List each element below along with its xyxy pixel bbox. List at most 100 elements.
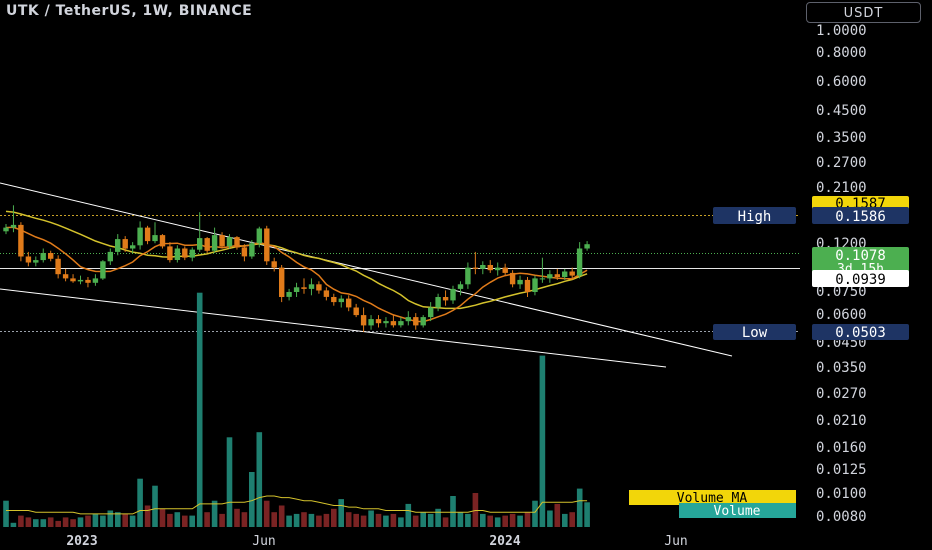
candle-body	[137, 227, 143, 246]
last-price-bg	[812, 247, 909, 276]
candle-body	[532, 278, 538, 292]
candle	[368, 315, 374, 330]
candle-body	[450, 288, 456, 301]
candle	[48, 250, 54, 262]
candle-body	[576, 248, 583, 276]
volume-bar	[47, 517, 54, 527]
candle-body	[219, 235, 225, 247]
volume-bar	[412, 515, 419, 527]
candle-body	[323, 290, 330, 297]
candle	[137, 221, 143, 250]
volume-bar	[25, 517, 32, 527]
volume-legend: Volume	[679, 503, 796, 519]
price-gridlines	[0, 215, 800, 332]
candle	[517, 275, 523, 289]
volume-bar	[85, 515, 91, 527]
candle-body	[517, 279, 523, 285]
symbol-title[interactable]: UTK / TetherUS, 1W, BINANCE	[6, 3, 253, 19]
candle	[584, 241, 590, 251]
volume-bar	[107, 510, 114, 527]
candle	[375, 315, 382, 328]
volume-ma-legend-bg	[629, 490, 796, 505]
candle-body	[346, 298, 352, 308]
candle-body	[554, 274, 560, 277]
candle-body	[77, 279, 84, 282]
candle	[279, 265, 285, 303]
candle	[338, 295, 344, 308]
candle-body	[85, 279, 91, 283]
candle-body	[264, 228, 270, 262]
price-tick-label: 0.0750	[816, 284, 867, 300]
volume-bar	[249, 472, 255, 527]
candle-body	[92, 278, 99, 283]
candle-body	[25, 256, 32, 263]
candle-body	[107, 251, 113, 262]
candle-body	[204, 238, 210, 251]
candle	[465, 262, 471, 289]
volume-bar	[562, 513, 568, 527]
candle-body	[457, 284, 464, 289]
high-value-label-bg	[812, 207, 909, 224]
candle	[405, 311, 411, 326]
candle-body	[584, 244, 590, 249]
price-tick-label: 0.8000	[816, 45, 867, 61]
volume-bar	[383, 515, 389, 527]
candle	[495, 262, 501, 276]
candle-body	[40, 253, 46, 261]
ma-fast-line	[5, 226, 588, 323]
volume-bar	[211, 500, 218, 527]
candle-body	[413, 317, 419, 326]
candle	[480, 261, 486, 275]
high-value-label-text: 0.1586	[835, 209, 886, 225]
volume-bar	[137, 478, 143, 527]
volume-bar	[390, 513, 397, 527]
candle	[234, 236, 240, 250]
candle	[152, 222, 158, 244]
candle	[107, 248, 113, 265]
volume-bar	[3, 500, 9, 527]
time-tick-label: Jun	[252, 534, 275, 549]
candle	[211, 227, 218, 253]
currency-button[interactable]: USDT	[806, 2, 921, 23]
volume-bar	[368, 510, 374, 527]
volume-bar	[234, 508, 240, 527]
candle	[18, 222, 24, 262]
candle-body	[115, 239, 121, 252]
candle-body	[167, 246, 173, 261]
volume-legend-text: Volume	[714, 504, 761, 519]
candle-body	[480, 265, 486, 269]
candle	[316, 281, 322, 294]
candle-body	[159, 235, 166, 247]
volume-bar	[301, 512, 307, 527]
volume-bar	[204, 512, 210, 527]
candle-body	[152, 235, 158, 242]
candle	[562, 268, 568, 280]
candle-body	[256, 228, 262, 244]
candle	[174, 245, 181, 263]
candle-body	[353, 307, 359, 316]
candle	[264, 225, 270, 265]
candle-body	[271, 261, 277, 268]
time-axis[interactable]: 2023 Jun 2024 Jun	[66, 534, 687, 549]
candle	[569, 267, 575, 279]
price-tick-label: 0.2100	[816, 180, 867, 196]
candle	[182, 246, 188, 261]
candle-body	[286, 292, 292, 297]
candle-body	[100, 261, 106, 279]
price-axis[interactable]: 1.0000 0.8000 0.6000 0.4500 0.3500 0.2700 0.21…	[816, 23, 867, 525]
volume-bar	[55, 520, 61, 527]
candle	[346, 295, 352, 312]
candle-body	[70, 278, 76, 282]
volume-bar	[509, 513, 516, 527]
volume-bar	[435, 508, 441, 527]
time-tick-label: 2023	[66, 534, 97, 549]
candle-body	[502, 267, 508, 273]
volume-bar	[308, 513, 315, 527]
candle	[472, 251, 479, 275]
candle-body	[130, 245, 136, 249]
volume-bar	[122, 513, 128, 527]
candle	[360, 307, 367, 332]
